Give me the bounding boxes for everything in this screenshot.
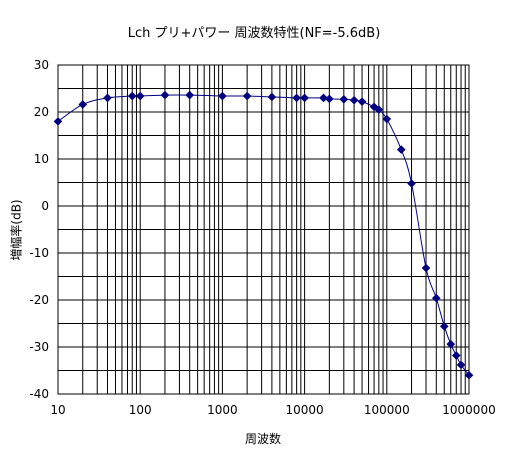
y-tick-label: -20 [29, 293, 49, 307]
x-tick-label: 1000000 [442, 403, 495, 417]
data-point [421, 263, 431, 273]
data-point [325, 94, 334, 104]
data-point [369, 102, 379, 112]
x-tick-label: 100000 [364, 403, 410, 417]
x-tick-label: 100 [129, 403, 152, 417]
data-point [135, 91, 145, 101]
x-axis-label: 周波数 [244, 432, 282, 446]
data-point [292, 93, 301, 103]
y-tick-label: 30 [34, 58, 49, 72]
data-point [53, 117, 63, 126]
data-point [218, 91, 227, 101]
data-point [127, 91, 137, 101]
data-point [349, 95, 359, 105]
data-point [242, 91, 252, 101]
data-point [357, 97, 367, 106]
data-point [407, 179, 416, 188]
y-tick-label: 10 [34, 152, 49, 166]
data-point [103, 93, 112, 103]
data-point [300, 93, 309, 103]
chart-title: Lch プリ+パワー 周波数特性(NF=-5.6dB) [127, 26, 381, 41]
data-point [319, 93, 328, 103]
data-point [185, 90, 194, 100]
data-point [439, 322, 449, 331]
data-point [78, 100, 88, 109]
data-point [451, 351, 461, 360]
x-tick-label: 10000 [286, 403, 324, 417]
data-point [339, 95, 349, 104]
y-tick-label: -10 [29, 246, 49, 260]
data-point [446, 339, 456, 349]
x-tick-label: 10 [50, 403, 65, 417]
y-tick-label: 0 [41, 199, 49, 213]
data-point [267, 92, 277, 102]
y-tick-label: -40 [29, 387, 49, 401]
data-point [431, 293, 441, 303]
y-axis-label: 増幅率(dB) [9, 199, 24, 261]
data-point [464, 370, 474, 380]
y-tick-label: 20 [34, 105, 49, 119]
x-tick-label: 1000 [207, 403, 238, 417]
y-tick-label: -30 [29, 340, 49, 354]
data-point [396, 145, 406, 154]
data-point [160, 90, 170, 100]
data-point [456, 360, 466, 370]
data-point [374, 105, 384, 114]
data-point [382, 114, 392, 124]
